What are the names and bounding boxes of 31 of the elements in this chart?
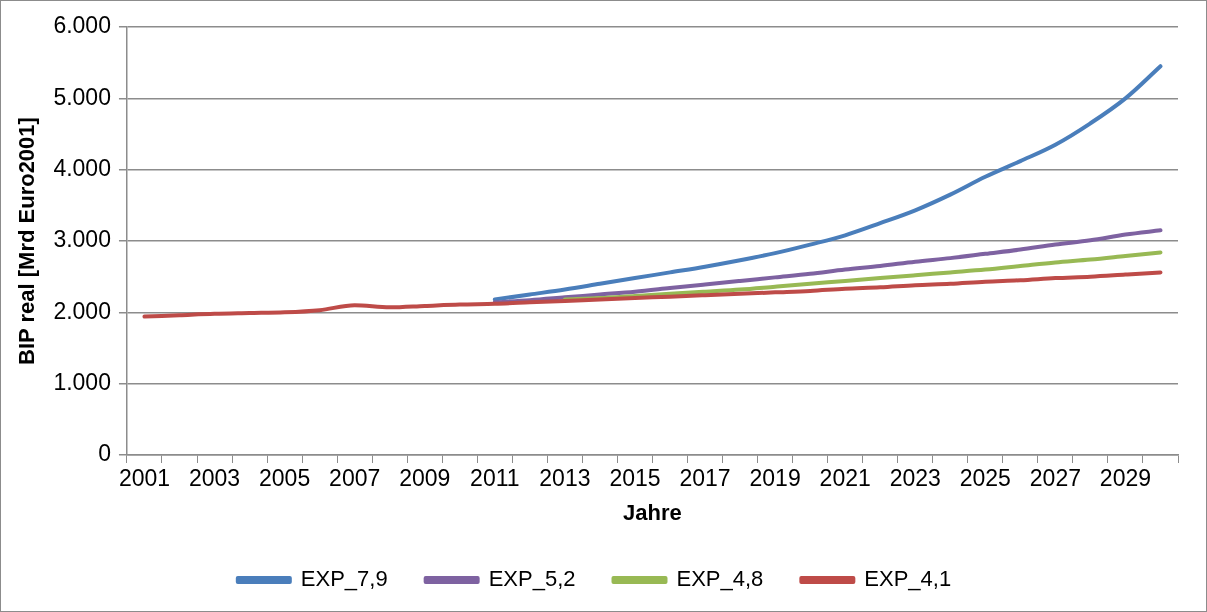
x-tick-label: 2027 (1029, 465, 1081, 492)
line-series (142, 270, 1163, 319)
x-tick-label: 2017 (679, 465, 731, 492)
y-tick-label: 6.000 (53, 12, 111, 39)
x-tick-label: 2007 (329, 465, 381, 492)
x-tick-label: 2011 (470, 465, 520, 492)
y-tick-label: 2.000 (53, 297, 111, 324)
y-tick-label: 4.000 (53, 155, 111, 182)
x-tick-label: 2005 (259, 465, 311, 492)
x-tick-label: 2021 (819, 465, 871, 492)
y-tick-label: 1.000 (53, 369, 111, 396)
y-tick-label: 3.000 (53, 226, 111, 253)
x-tick-label: 2015 (609, 465, 661, 492)
x-tick-label: 2029 (1099, 465, 1152, 492)
legend-label: EXP_5,2 (488, 566, 576, 592)
x-tick-label: 2003 (188, 465, 241, 492)
y-tick-label: 0 (98, 440, 111, 467)
line-series (492, 228, 1163, 305)
line-series (492, 64, 1163, 302)
x-tick-label: 2001 (118, 465, 171, 492)
x-tick-label: 2013 (539, 465, 591, 492)
x-tick-label: 2025 (959, 465, 1011, 492)
legend-label: EXP_4,1 (864, 566, 952, 592)
y-axis-title: BIP real [Mrd Euro2001] (14, 117, 40, 365)
x-tick-label: 2019 (749, 465, 801, 492)
x-tick-label: 2023 (889, 465, 941, 492)
x-tick-label: 2009 (399, 465, 451, 492)
y-tick-label: 5.000 (53, 83, 111, 110)
legend-label: EXP_4,8 (676, 566, 764, 592)
x-axis-title: Jahre (623, 499, 682, 525)
legend-label: EXP_7,9 (300, 566, 388, 592)
